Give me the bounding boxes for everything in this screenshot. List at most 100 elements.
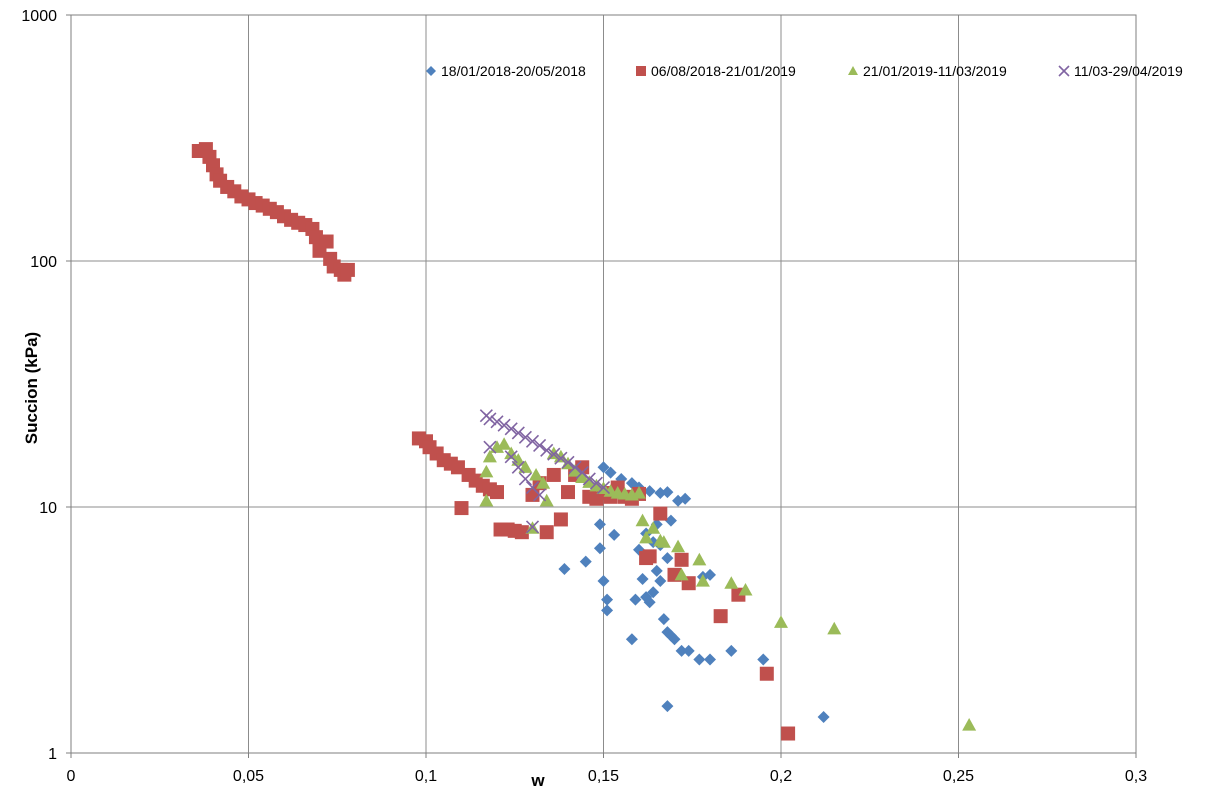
series-1 [558, 461, 830, 724]
data-point-x [511, 460, 525, 474]
data-point-diamond [647, 586, 660, 599]
data-point-square [759, 666, 774, 681]
data-point-square [713, 609, 728, 624]
data-point-square [636, 66, 646, 76]
data-point-x [589, 476, 603, 490]
data-point-diamond [579, 555, 592, 568]
data-point-triangle [671, 539, 686, 553]
x-tick-label: 0,25 [943, 768, 974, 785]
legend: 18/01/2018-20/05/2018 06/08/2018-21/01/20… [426, 63, 1183, 79]
x-tick-label: 0,05 [233, 768, 264, 785]
data-point-x [525, 520, 540, 534]
data-point-diamond [675, 644, 688, 657]
data-point-diamond [604, 466, 617, 479]
data-point-triangle [479, 493, 494, 507]
data-point-x [511, 426, 525, 440]
series-2 [191, 142, 796, 741]
data-point-triangle [482, 449, 497, 463]
data-point-triangle [774, 615, 788, 628]
data-point-square [308, 230, 323, 245]
data-point-x [518, 472, 532, 486]
data-point-square [781, 726, 796, 741]
data-point-triangle [695, 574, 710, 587]
x-tick-label: 0,1 [415, 768, 437, 785]
data-point-triangle [582, 475, 597, 488]
data-point-x [483, 412, 497, 426]
data-point-x [554, 451, 568, 465]
data-point-x [568, 460, 582, 474]
data-point-x [533, 488, 547, 502]
y-axis-label: Succion (kPa) [22, 332, 41, 444]
data-point-diamond [654, 575, 667, 588]
data-point-triangle [635, 513, 650, 527]
data-point-diamond [693, 653, 706, 666]
data-point-diamond [657, 613, 670, 626]
legend-item: 06/08/2018-21/01/2019 [636, 63, 796, 79]
data-point-triangle [511, 453, 526, 466]
data-point-triangle [497, 437, 512, 450]
x-tick-label: 0 [67, 768, 76, 785]
data-point-square [539, 525, 554, 540]
data-point-diamond [817, 711, 830, 724]
data-point-diamond [601, 593, 614, 606]
data-point-triangle [568, 464, 583, 477]
data-point-x [561, 455, 575, 469]
x-tick-label: 0,15 [588, 768, 619, 785]
data-point-triangle [738, 582, 753, 596]
x-tick-labels: 0 0,05 0,1 0,15 0,2 0,25 0,3 [67, 768, 1148, 785]
data-point-triangle [674, 567, 689, 581]
data-point-triangle [724, 576, 739, 589]
data-point-square [340, 262, 355, 277]
data-point-square [653, 506, 668, 521]
legend-label: 21/01/2019-11/03/2019 [863, 63, 1007, 79]
y-tick-label: 100 [30, 254, 57, 271]
legend-item: 11/03-29/04/2019 [1058, 63, 1183, 79]
data-point-diamond [597, 461, 610, 474]
data-point-x [1058, 65, 1070, 77]
data-point-x [483, 440, 497, 454]
legend-item: 21/01/2019-11/03/2019 [848, 63, 1007, 79]
data-point-diamond [664, 514, 677, 527]
y-tick-label: 1 [48, 746, 57, 763]
data-point-diamond [643, 596, 656, 609]
data-point-x [504, 450, 518, 464]
data-point-diamond [704, 653, 716, 666]
y-tick-label: 10 [39, 500, 57, 517]
data-point-x [540, 443, 554, 457]
data-point-x [504, 422, 518, 436]
data-point-square [454, 501, 469, 516]
data-point-diamond [593, 542, 606, 555]
x-tick-label: 0,2 [770, 768, 792, 785]
y-tick-labels: 1 10 100 1000 [21, 8, 57, 763]
data-point-diamond [661, 552, 674, 565]
legend-item: 18/01/2018-20/05/2018 [426, 63, 586, 79]
data-point-triangle [656, 535, 671, 548]
data-point-diamond [636, 572, 649, 585]
data-point-triangle [529, 467, 544, 481]
data-points [191, 142, 977, 741]
x-tick-label: 0,3 [1125, 768, 1147, 785]
data-point-x [596, 480, 611, 495]
data-point-x [490, 415, 504, 429]
data-point-triangle [632, 486, 646, 499]
data-point-diamond [593, 518, 606, 531]
data-point-diamond [682, 644, 695, 657]
plot-area-border [70, 14, 1137, 754]
data-point-diamond [629, 593, 642, 606]
data-point-diamond [668, 633, 681, 646]
data-point-diamond [725, 644, 738, 657]
data-point-diamond [643, 485, 656, 498]
data-point-x [518, 430, 532, 444]
data-point-diamond [597, 575, 610, 588]
grid [66, 14, 1137, 758]
data-point-triangle [639, 530, 654, 544]
x-axis-label: w [530, 771, 545, 790]
data-point-triangle [546, 446, 561, 460]
legend-label: 06/08/2018-21/01/2019 [651, 63, 796, 79]
data-point-triangle [575, 470, 590, 483]
legend-label: 18/01/2018-20/05/2018 [441, 63, 586, 79]
data-point-diamond [679, 492, 692, 505]
data-point-diamond [608, 528, 621, 541]
